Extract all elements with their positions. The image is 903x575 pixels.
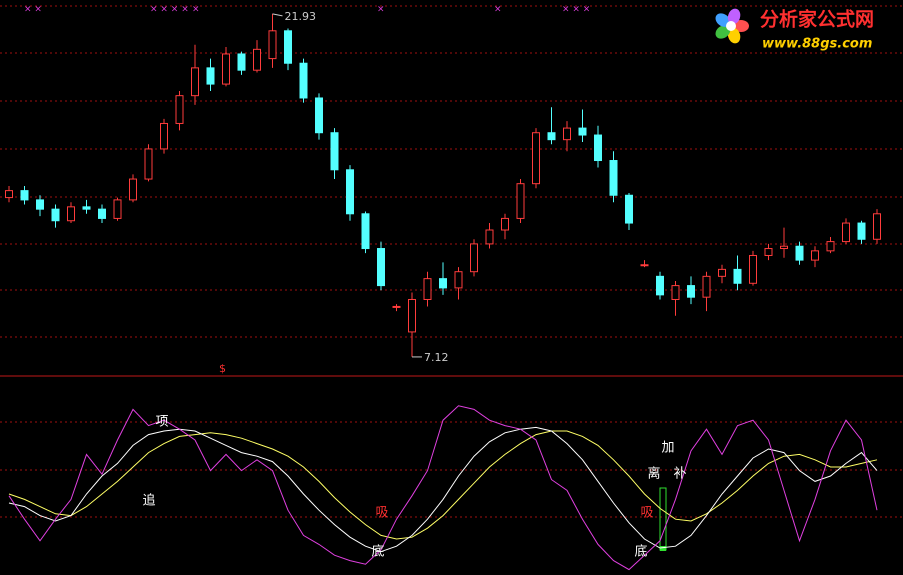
candle-body <box>392 305 401 308</box>
logo-petal <box>715 13 731 27</box>
logo-petal <box>727 27 741 44</box>
candle-body <box>563 127 571 141</box>
signal-mark: $ <box>219 362 226 375</box>
candle-body <box>640 264 649 267</box>
candle-body <box>578 127 587 136</box>
candle-body <box>718 268 726 277</box>
candle-body <box>237 53 246 71</box>
annotation: 补 <box>673 467 686 482</box>
candle-body <box>206 67 215 85</box>
candle-body <box>315 97 323 134</box>
annotation: 离 <box>647 466 660 482</box>
candle-body <box>454 271 463 289</box>
candle-body <box>51 208 60 222</box>
candle-body <box>625 194 633 224</box>
logo-url: www.88gs.com <box>762 37 872 52</box>
candle-body <box>609 160 618 196</box>
top-mark: × <box>192 5 200 15</box>
candle-body <box>687 285 695 298</box>
candle-body <box>857 222 866 240</box>
low-label: 7.12 <box>424 351 449 364</box>
high-label: 21.93 <box>285 10 317 23</box>
candle-body <box>842 222 850 243</box>
candle-body <box>98 208 106 219</box>
candle-body <box>594 134 602 162</box>
candle-body <box>191 67 199 97</box>
candle-body <box>5 190 13 199</box>
top-mark: × × <box>24 5 42 15</box>
candle-body <box>346 169 354 215</box>
annotation: 加 <box>661 441 674 456</box>
logo-petal <box>733 20 749 32</box>
candle-body <box>113 199 122 219</box>
top-mark: × <box>377 5 385 15</box>
candle-body <box>439 278 447 289</box>
top-mark: × × × × <box>150 5 189 15</box>
candle-body <box>82 206 91 210</box>
candle-body <box>175 95 184 124</box>
candle-body <box>330 132 339 171</box>
annotation: 底 <box>371 544 384 560</box>
candle-body <box>470 243 478 273</box>
top-mark: × × × <box>562 5 590 15</box>
candle-body <box>67 206 75 222</box>
candle-body <box>20 190 29 201</box>
indicator-line <box>8 405 878 571</box>
indicator-line <box>8 430 878 540</box>
candle-body <box>485 229 494 245</box>
candle-body <box>129 178 137 201</box>
candle-body <box>222 53 230 85</box>
candle-body <box>733 268 742 284</box>
candle-body <box>702 275 711 298</box>
candle-body <box>408 298 416 333</box>
candle-body <box>361 213 370 250</box>
candle-body <box>284 30 292 64</box>
candle-body <box>795 245 804 261</box>
candle-body <box>811 250 819 261</box>
logo-petal <box>727 8 741 25</box>
candle-body <box>423 278 432 300</box>
candle-body <box>36 199 44 210</box>
annotation: 追 <box>142 493 155 509</box>
signal-bar-base <box>660 546 666 551</box>
annotation: 项 <box>155 415 168 430</box>
candle-body <box>764 248 773 256</box>
candle-body <box>299 62 308 99</box>
arrow <box>272 13 283 17</box>
candle-body <box>253 48 261 71</box>
candle-body <box>377 248 385 287</box>
candle-body <box>873 213 881 240</box>
candle-body <box>268 30 277 60</box>
candle-body <box>671 285 680 300</box>
candle-body <box>516 183 525 219</box>
signal-bar <box>659 487 667 551</box>
candle-body <box>547 132 556 141</box>
candle-body <box>144 148 153 180</box>
top-mark: × <box>494 5 502 15</box>
candle-body <box>780 245 788 250</box>
candle-body <box>501 217 509 231</box>
candle-body <box>826 241 835 252</box>
annotation: 吸 <box>640 506 653 521</box>
candle-body <box>532 132 540 185</box>
logo-petal <box>715 25 731 39</box>
candle-body <box>160 122 168 150</box>
candle-body <box>749 254 757 284</box>
logo-center <box>726 21 736 31</box>
logo-title: 分析家公式网 <box>760 8 874 31</box>
annotation: 底 <box>634 544 647 560</box>
annotation: 吸 <box>375 506 388 521</box>
indicator-line <box>8 426 878 553</box>
candle-body <box>656 275 664 296</box>
